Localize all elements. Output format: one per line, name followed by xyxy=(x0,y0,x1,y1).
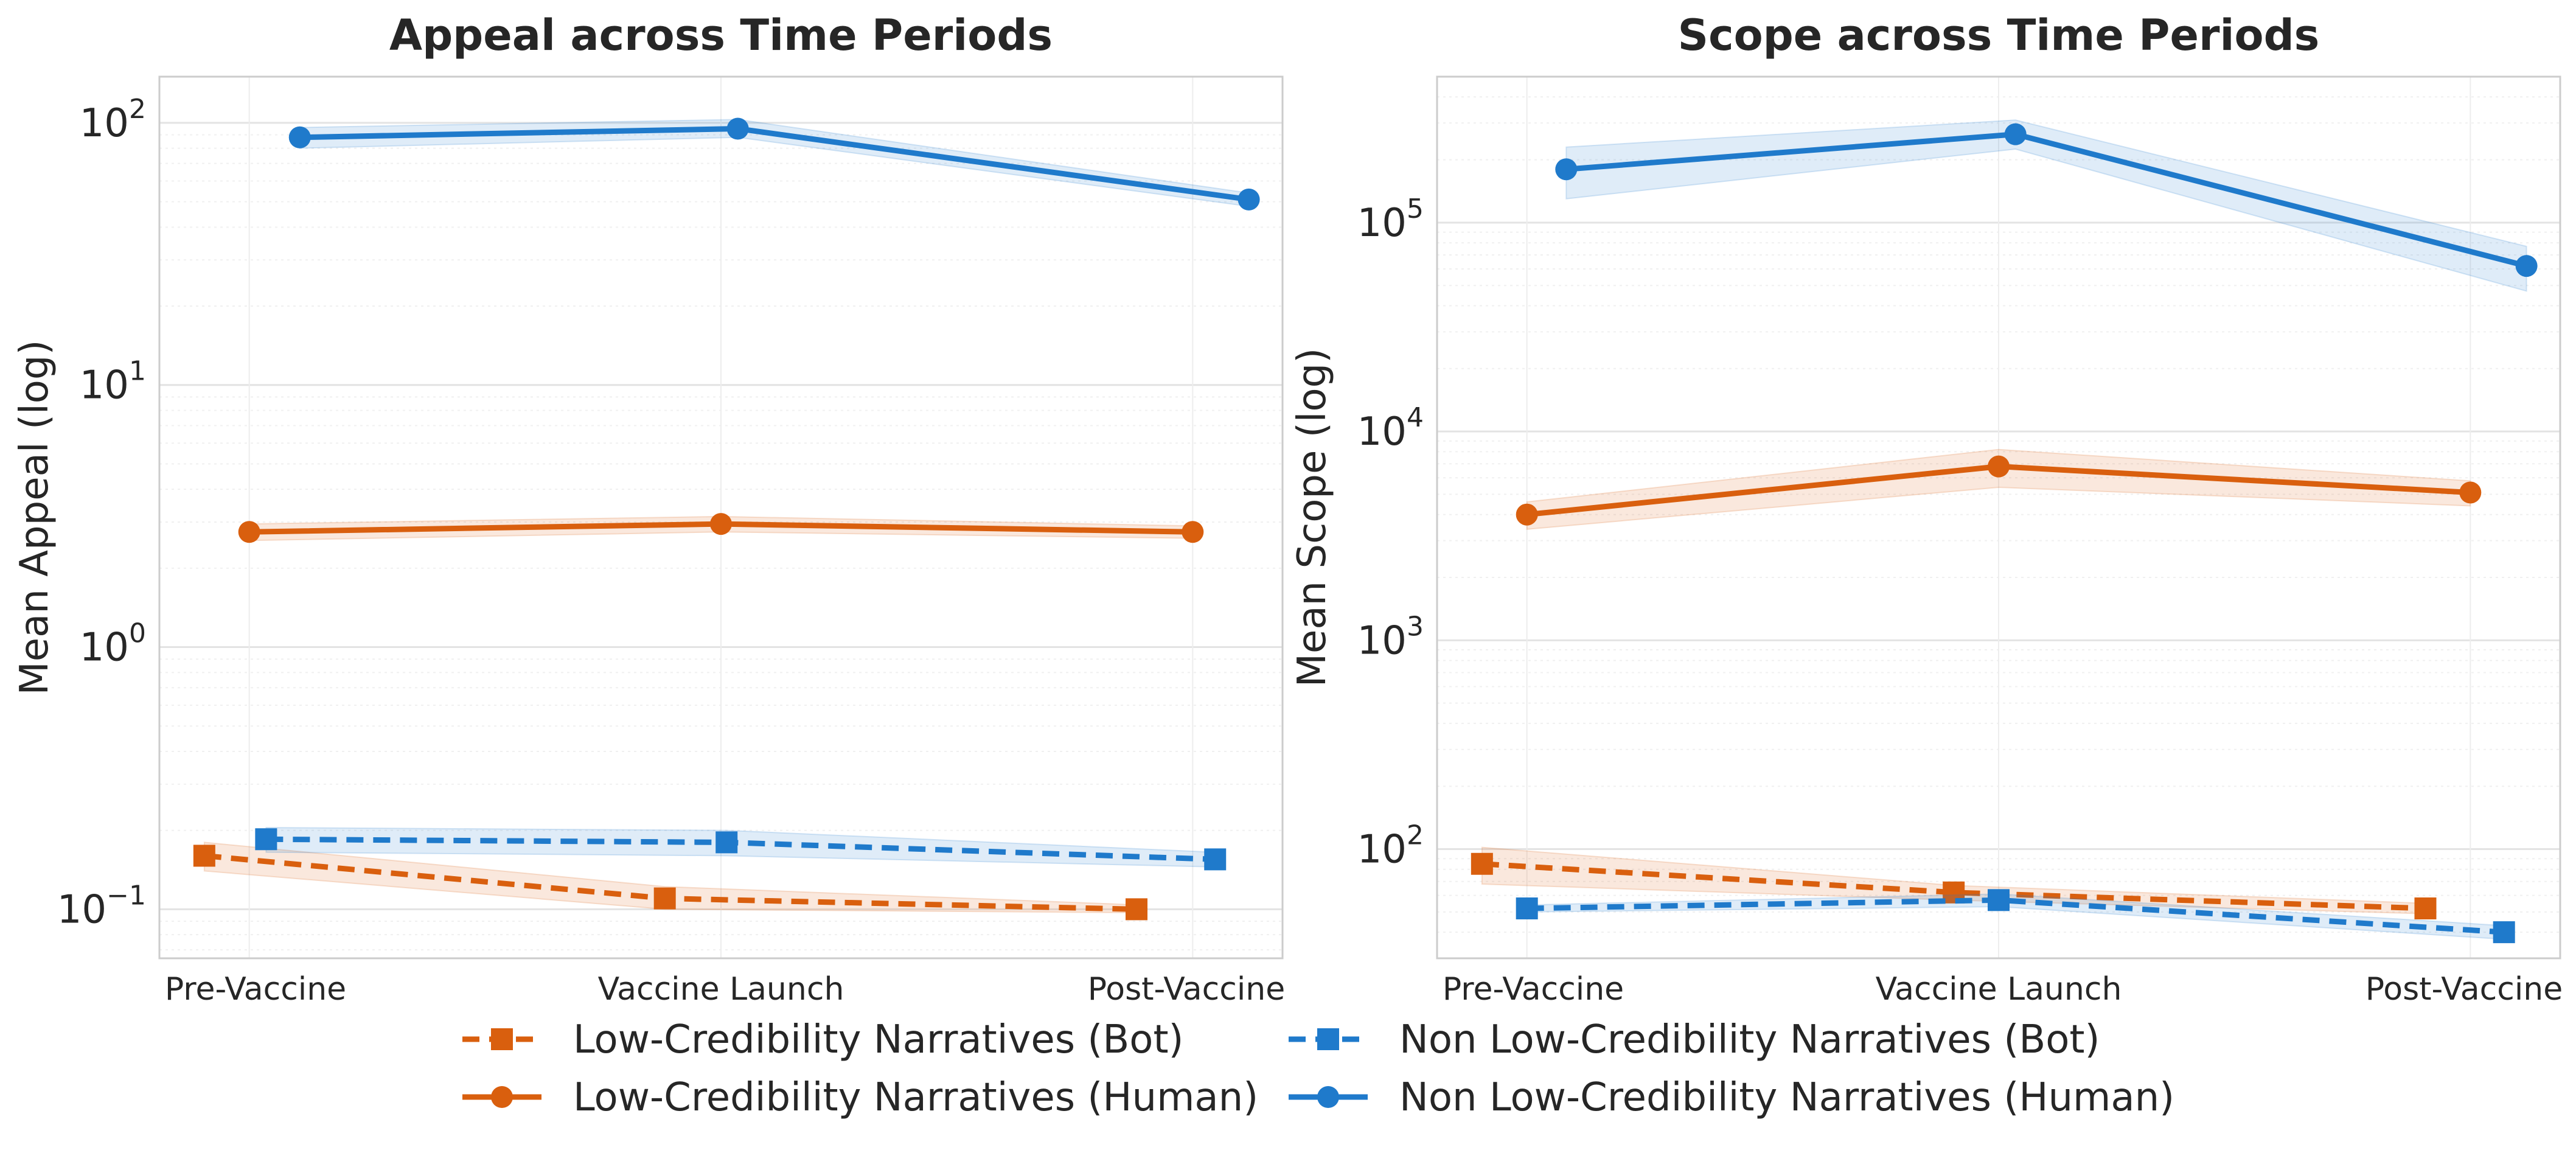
y-tick-label: 102 xyxy=(1357,820,1424,873)
confidence-band xyxy=(1526,448,2471,531)
legend-marker xyxy=(1317,1028,1339,1050)
series-non-low-credibility-narratives-human xyxy=(1555,119,2538,292)
data-point xyxy=(1555,158,1578,181)
x-tick-label-pre-vaccine: Pre-Vaccine xyxy=(165,971,346,1008)
legend-marker xyxy=(1317,1086,1339,1108)
y-tick-label: 10−1 xyxy=(57,880,146,932)
data-point xyxy=(2493,921,2515,944)
series-low-credibility-narratives-human xyxy=(238,513,1204,543)
legend-marker xyxy=(491,1028,513,1050)
y-tick-label: 104 xyxy=(1357,402,1424,455)
x-tick-label-post-vaccine: Post-Vaccine xyxy=(2365,971,2563,1008)
x-tick-label-pre-vaccine: Pre-Vaccine xyxy=(1443,971,1624,1008)
appeal-panel: Appeal across Time Periods Mean Appeal (l… xyxy=(12,10,1285,1008)
scope-panel: Scope across Time Periods Mean Scope (log… xyxy=(1290,10,2563,1008)
data-point xyxy=(1516,897,1538,920)
y-tick-label: 101 xyxy=(80,356,146,408)
data-point xyxy=(2515,255,2538,277)
data-point xyxy=(726,117,749,140)
data-point xyxy=(288,126,311,148)
data-point xyxy=(710,513,732,535)
data-point xyxy=(1182,521,1204,543)
x-tick-label-vaccine-launch: Vaccine Launch xyxy=(598,971,844,1008)
legend-entry-low-credibility-narratives-bot: Low-Credibility Narratives (Bot) xyxy=(462,1017,1184,1062)
x-tick-label-post-vaccine: Post-Vaccine xyxy=(1088,971,1286,1008)
legend-entry-non-low-credibility-narratives-bot: Non Low-Credibility Narratives (Bot) xyxy=(1289,1017,2100,1062)
data-point xyxy=(2004,123,2027,145)
legend-label: Low-Credibility Narratives (Human) xyxy=(573,1075,1258,1120)
data-point xyxy=(715,831,738,854)
x-tick-label-vaccine-launch: Vaccine Launch xyxy=(1876,971,2122,1008)
data-point xyxy=(1471,852,1493,875)
data-point xyxy=(193,845,215,867)
data-point xyxy=(1238,188,1260,211)
chart-title: Scope across Time Periods xyxy=(1678,10,2320,60)
legend: Low-Credibility Narratives (Bot) Non Low-… xyxy=(462,1017,2174,1120)
data-point xyxy=(653,887,676,910)
series-line xyxy=(1481,861,2426,911)
confidence-band xyxy=(1565,119,2527,292)
data-point xyxy=(255,828,277,851)
data-point xyxy=(2459,481,2482,504)
legend-label: Non Low-Credibility Narratives (Bot) xyxy=(1399,1017,2100,1062)
series-non-low-credibility-narratives-bot xyxy=(1516,889,2515,944)
gridlines xyxy=(1437,76,2560,959)
series-low-credibility-narratives-human xyxy=(1516,448,2482,531)
data-point xyxy=(238,521,260,543)
y-tick-label: 102 xyxy=(80,94,146,146)
legend-entry-low-credibility-narratives-human: Low-Credibility Narratives (Human) xyxy=(462,1075,1258,1120)
legend-marker xyxy=(491,1086,513,1108)
data-point xyxy=(2414,897,2437,920)
y-axis-label: Mean Appeal (log) xyxy=(12,340,57,695)
y-tick-label: 100 xyxy=(80,618,146,671)
data-point xyxy=(1204,848,1227,871)
legend-entry-non-low-credibility-narratives-human: Non Low-Credibility Narratives (Human) xyxy=(1289,1075,2174,1120)
data-point xyxy=(1126,898,1148,921)
chart-title: Appeal across Time Periods xyxy=(389,10,1053,60)
legend-label: Low-Credibility Narratives (Bot) xyxy=(573,1017,1184,1062)
series-low-credibility-narratives-bot xyxy=(193,841,1148,921)
y-axis-label: Mean Scope (log) xyxy=(1290,348,1335,688)
series-non-low-credibility-narratives-human xyxy=(288,117,1260,211)
series-non-low-credibility-narratives-bot xyxy=(255,827,1227,871)
plot-frame xyxy=(158,75,1284,960)
plot-frame xyxy=(1436,75,2561,960)
y-tick-label: 103 xyxy=(1357,611,1424,663)
data-point xyxy=(1988,455,2010,478)
series-low-credibility-narratives-bot xyxy=(1471,846,2437,920)
data-point xyxy=(1988,889,2010,911)
legend-label: Non Low-Credibility Narratives (Human) xyxy=(1399,1075,2174,1120)
data-point xyxy=(1516,503,1538,526)
y-tick-label: 105 xyxy=(1357,193,1424,246)
